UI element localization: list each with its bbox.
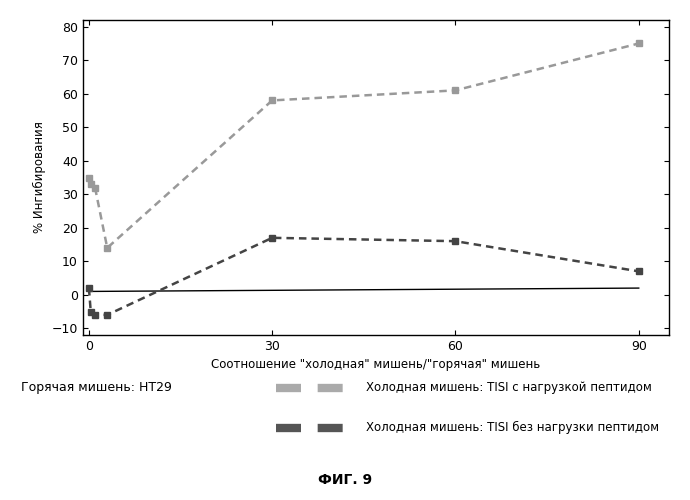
Text: Холодная мишень: TISI с нагрузкой пептидом: Холодная мишень: TISI с нагрузкой пептид… — [366, 381, 651, 394]
Text: ФИГ. 9: ФИГ. 9 — [318, 473, 372, 487]
Text: Горячая мишень: НТ29: Горячая мишень: НТ29 — [21, 381, 172, 394]
X-axis label: Соотношение "холодная" мишень/"горячая" мишень: Соотношение "холодная" мишень/"горячая" … — [211, 358, 541, 372]
Y-axis label: % Ингибирования: % Ингибирования — [33, 122, 46, 234]
Text: Холодная мишень: TISI без нагрузки пептидом: Холодная мишень: TISI без нагрузки пепти… — [366, 421, 659, 434]
